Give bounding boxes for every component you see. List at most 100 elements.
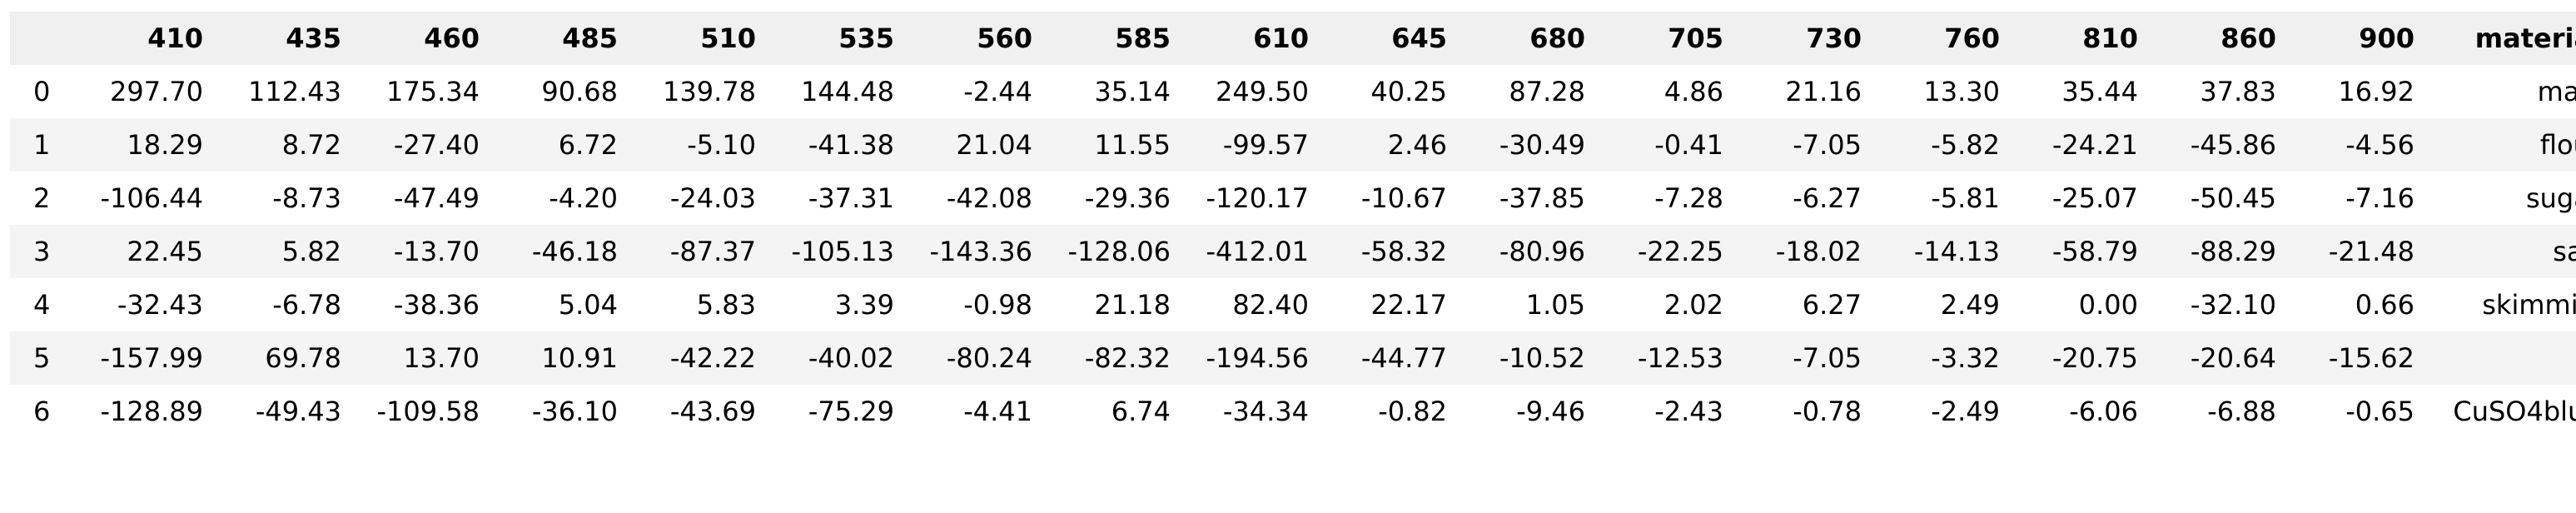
value-cell: -10.67 <box>1360 182 1447 214</box>
value-cell: -47.49 <box>393 182 480 214</box>
value-cell: -82.32 <box>1084 342 1171 374</box>
value-cell: 5.83 <box>696 289 756 321</box>
column-header-760: 760 <box>1872 12 2010 65</box>
column-header-460: 460 <box>351 12 490 65</box>
value-cell: -143.36 <box>929 236 1032 267</box>
row-index: 3 <box>33 236 51 267</box>
value-cell: -120.17 <box>1206 182 1309 214</box>
column-header-900: 900 <box>2286 12 2424 65</box>
value-cell: -15.62 <box>2328 342 2414 374</box>
value-cell: -21.48 <box>2328 236 2414 267</box>
value-cell: -43.69 <box>669 396 756 427</box>
column-header-645: 645 <box>1319 12 1457 65</box>
value-cell: -109.58 <box>376 396 480 427</box>
column-header-435: 435 <box>213 12 351 65</box>
value-cell: -5.10 <box>687 129 756 161</box>
value-cell: -106.44 <box>100 182 203 214</box>
material-cell: sugar <box>2525 182 2576 214</box>
dataframe-container: 410 435 460 485 510 535 560 585 610 645 680 705 730 7… <box>10 12 2576 438</box>
index-header <box>10 12 75 65</box>
value-cell: 69.78 <box>265 342 341 374</box>
value-cell: 13.30 <box>1923 76 2000 107</box>
value-cell: -41.38 <box>808 129 894 161</box>
dataframe-table: 410 435 460 485 510 535 560 585 610 645 680 705 730 7… <box>10 12 2576 438</box>
value-cell: 139.78 <box>663 76 756 107</box>
table-row: 3 22.45 5.82 -13.70 -46.18 -87.37 -105.13 -143.… <box>10 225 2576 278</box>
column-header-485: 485 <box>490 12 628 65</box>
value-cell: -10.52 <box>1499 342 1585 374</box>
value-cell: -5.81 <box>1931 182 2000 214</box>
value-cell: -40.02 <box>808 342 894 374</box>
value-cell: 10.91 <box>541 342 618 374</box>
column-header-705: 705 <box>1595 12 1733 65</box>
column-header-680: 680 <box>1457 12 1595 65</box>
value-cell: -25.07 <box>2051 182 2138 214</box>
value-cell: -58.32 <box>1360 236 1447 267</box>
value-cell: -5.82 <box>1931 129 2000 161</box>
table-body: 0 297.70 112.43 175.34 90.68 139.78 144.48 -2.4… <box>10 65 2576 438</box>
value-cell: -27.40 <box>393 129 480 161</box>
row-index: 2 <box>33 182 51 214</box>
material-cell: flour <box>2539 129 2576 161</box>
value-cell: -46.18 <box>531 236 618 267</box>
value-cell: 1.05 <box>1525 289 1585 321</box>
value-cell: -99.57 <box>1222 129 1309 161</box>
value-cell: -7.05 <box>1793 129 1862 161</box>
value-cell: -9.46 <box>1516 396 1585 427</box>
column-header-535: 535 <box>766 12 904 65</box>
value-cell: -12.53 <box>1637 342 1723 374</box>
value-cell: 90.68 <box>541 76 618 107</box>
value-cell: -2.43 <box>1654 396 1723 427</box>
value-cell: -0.41 <box>1654 129 1723 161</box>
value-cell: -13.70 <box>393 236 480 267</box>
value-cell: -24.03 <box>669 182 756 214</box>
value-cell: -30.49 <box>1499 129 1585 161</box>
row-index: 0 <box>33 76 51 107</box>
value-cell: -44.77 <box>1360 342 1447 374</box>
value-cell: -80.24 <box>946 342 1032 374</box>
value-cell: 35.44 <box>2061 76 2138 107</box>
value-cell: 37.83 <box>2200 76 2276 107</box>
value-cell: -4.20 <box>549 182 618 214</box>
column-header-730: 730 <box>1733 12 1872 65</box>
value-cell: -4.56 <box>2345 129 2414 161</box>
value-cell: 21.04 <box>956 129 1032 161</box>
value-cell: -6.88 <box>2207 396 2276 427</box>
value-cell: -6.27 <box>1793 182 1862 214</box>
value-cell: 0.00 <box>2078 289 2138 321</box>
value-cell: 87.28 <box>1509 76 1585 107</box>
value-cell: -42.08 <box>946 182 1032 214</box>
value-cell: -2.44 <box>963 76 1032 107</box>
value-cell: 175.34 <box>386 76 480 107</box>
value-cell: 18.29 <box>127 129 203 161</box>
value-cell: -37.31 <box>808 182 894 214</box>
value-cell: -7.28 <box>1654 182 1723 214</box>
value-cell: -18.02 <box>1775 236 1862 267</box>
value-cell: 8.72 <box>281 129 341 161</box>
column-header-560: 560 <box>904 12 1042 65</box>
column-header-510: 510 <box>628 12 766 65</box>
row-index: 4 <box>33 289 51 321</box>
value-cell: -45.86 <box>2190 129 2276 161</box>
value-cell: 21.18 <box>1094 289 1171 321</box>
value-cell: 2.46 <box>1387 129 1447 161</box>
value-cell: 5.04 <box>558 289 618 321</box>
material-cell: KI <box>2424 331 2576 385</box>
value-cell: -38.36 <box>393 289 480 321</box>
value-cell: -37.85 <box>1499 182 1585 214</box>
value-cell: -3.32 <box>1931 342 2000 374</box>
value-cell: 82.40 <box>1232 289 1309 321</box>
value-cell: -75.29 <box>808 396 894 427</box>
column-header-810: 810 <box>2010 12 2148 65</box>
row-index: 6 <box>33 396 51 427</box>
row-index: 5 <box>33 342 51 374</box>
value-cell: -412.01 <box>1206 236 1309 267</box>
table-row: 5 -157.99 69.78 13.70 10.91 -42.22 -40.02 -80.2… <box>10 331 2576 385</box>
value-cell: 144.48 <box>801 76 894 107</box>
value-cell: 22.45 <box>127 236 203 267</box>
value-cell: -4.41 <box>963 396 1032 427</box>
value-cell: 5.82 <box>281 236 341 267</box>
value-cell: 2.49 <box>1940 289 2000 321</box>
column-header-410: 410 <box>75 12 213 65</box>
value-cell: 6.72 <box>558 129 618 161</box>
